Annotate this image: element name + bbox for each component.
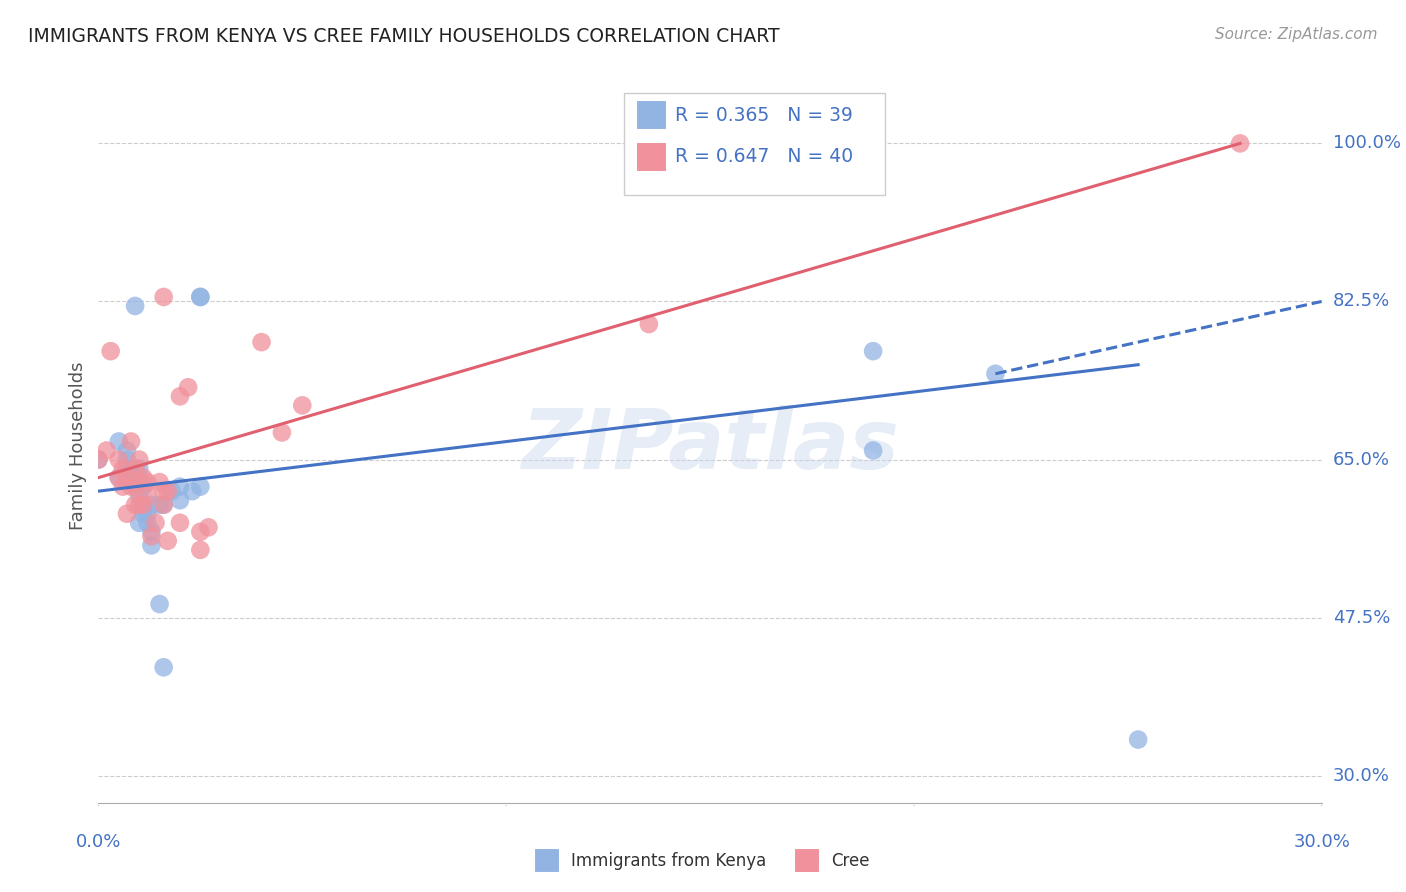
Point bbox=[136, 475, 159, 490]
Text: 65.0%: 65.0% bbox=[1333, 450, 1389, 468]
Point bbox=[111, 461, 134, 475]
Point bbox=[124, 470, 146, 484]
Point bbox=[128, 489, 150, 503]
Point bbox=[177, 380, 200, 394]
Point bbox=[862, 344, 884, 359]
Point bbox=[124, 299, 146, 313]
Point bbox=[120, 461, 142, 475]
Point bbox=[145, 516, 167, 530]
Point bbox=[152, 660, 174, 674]
Point bbox=[108, 434, 131, 449]
Point bbox=[124, 461, 146, 475]
Text: 0.0%: 0.0% bbox=[76, 833, 121, 851]
Point bbox=[984, 367, 1007, 381]
Point bbox=[87, 452, 110, 467]
Point bbox=[152, 484, 174, 499]
Point bbox=[160, 484, 183, 499]
Point bbox=[169, 493, 191, 508]
Point bbox=[132, 498, 155, 512]
Y-axis label: Family Households: Family Households bbox=[69, 362, 87, 530]
Point bbox=[141, 538, 163, 552]
Text: R = 0.647   N = 40: R = 0.647 N = 40 bbox=[675, 147, 853, 167]
Point bbox=[169, 516, 191, 530]
Point bbox=[108, 470, 131, 484]
Point bbox=[128, 516, 150, 530]
Point bbox=[149, 475, 172, 490]
Point bbox=[270, 425, 294, 440]
Text: R = 0.365   N = 39: R = 0.365 N = 39 bbox=[675, 105, 853, 125]
Point bbox=[141, 529, 163, 543]
Text: ZIPatlas: ZIPatlas bbox=[522, 406, 898, 486]
Point bbox=[188, 290, 212, 304]
Point bbox=[124, 480, 146, 494]
Point bbox=[188, 524, 212, 539]
Point bbox=[120, 480, 142, 494]
Text: 47.5%: 47.5% bbox=[1333, 608, 1391, 626]
Point bbox=[1229, 136, 1251, 151]
Text: 100.0%: 100.0% bbox=[1333, 135, 1400, 153]
Text: Cree: Cree bbox=[831, 852, 869, 870]
Point bbox=[132, 470, 155, 484]
Point bbox=[132, 507, 155, 521]
Point bbox=[124, 461, 146, 475]
Point bbox=[188, 480, 212, 494]
Point bbox=[152, 498, 174, 512]
Point bbox=[128, 498, 150, 512]
Point bbox=[141, 524, 163, 539]
Point bbox=[149, 597, 172, 611]
Point bbox=[156, 533, 179, 548]
Point bbox=[291, 398, 314, 412]
Point bbox=[152, 498, 174, 512]
Point bbox=[108, 452, 131, 467]
Point bbox=[124, 480, 146, 494]
Point bbox=[156, 484, 179, 499]
Point bbox=[128, 475, 150, 490]
Point bbox=[115, 507, 138, 521]
Point bbox=[181, 484, 204, 499]
Point bbox=[128, 461, 150, 475]
Point bbox=[120, 434, 142, 449]
Point bbox=[141, 498, 163, 512]
Text: 82.5%: 82.5% bbox=[1333, 293, 1391, 310]
Text: 30.0%: 30.0% bbox=[1333, 767, 1389, 785]
Point bbox=[197, 520, 219, 534]
Point bbox=[96, 443, 118, 458]
Point bbox=[128, 452, 150, 467]
Point bbox=[152, 290, 174, 304]
Point bbox=[637, 317, 661, 331]
Text: Immigrants from Kenya: Immigrants from Kenya bbox=[571, 852, 766, 870]
Point bbox=[111, 480, 134, 494]
Point bbox=[132, 498, 155, 512]
Point bbox=[115, 443, 138, 458]
Point bbox=[1128, 732, 1150, 747]
Point bbox=[169, 389, 191, 403]
Point bbox=[87, 452, 110, 467]
Text: Source: ZipAtlas.com: Source: ZipAtlas.com bbox=[1215, 27, 1378, 42]
Point bbox=[169, 480, 191, 494]
Point bbox=[115, 461, 138, 475]
Point bbox=[136, 507, 159, 521]
Point bbox=[149, 498, 172, 512]
Point bbox=[128, 470, 150, 484]
Point bbox=[188, 542, 212, 557]
Point bbox=[132, 480, 155, 494]
Point bbox=[124, 498, 146, 512]
Point bbox=[120, 470, 142, 484]
Point bbox=[250, 335, 273, 350]
Text: IMMIGRANTS FROM KENYA VS CREE FAMILY HOUSEHOLDS CORRELATION CHART: IMMIGRANTS FROM KENYA VS CREE FAMILY HOU… bbox=[28, 27, 780, 45]
Point bbox=[188, 290, 212, 304]
Point bbox=[136, 489, 159, 503]
Point bbox=[862, 443, 884, 458]
Point bbox=[136, 516, 159, 530]
Text: 30.0%: 30.0% bbox=[1294, 833, 1350, 851]
Point bbox=[115, 470, 138, 484]
Point bbox=[108, 470, 131, 484]
Point bbox=[100, 344, 122, 359]
Point bbox=[115, 452, 138, 467]
